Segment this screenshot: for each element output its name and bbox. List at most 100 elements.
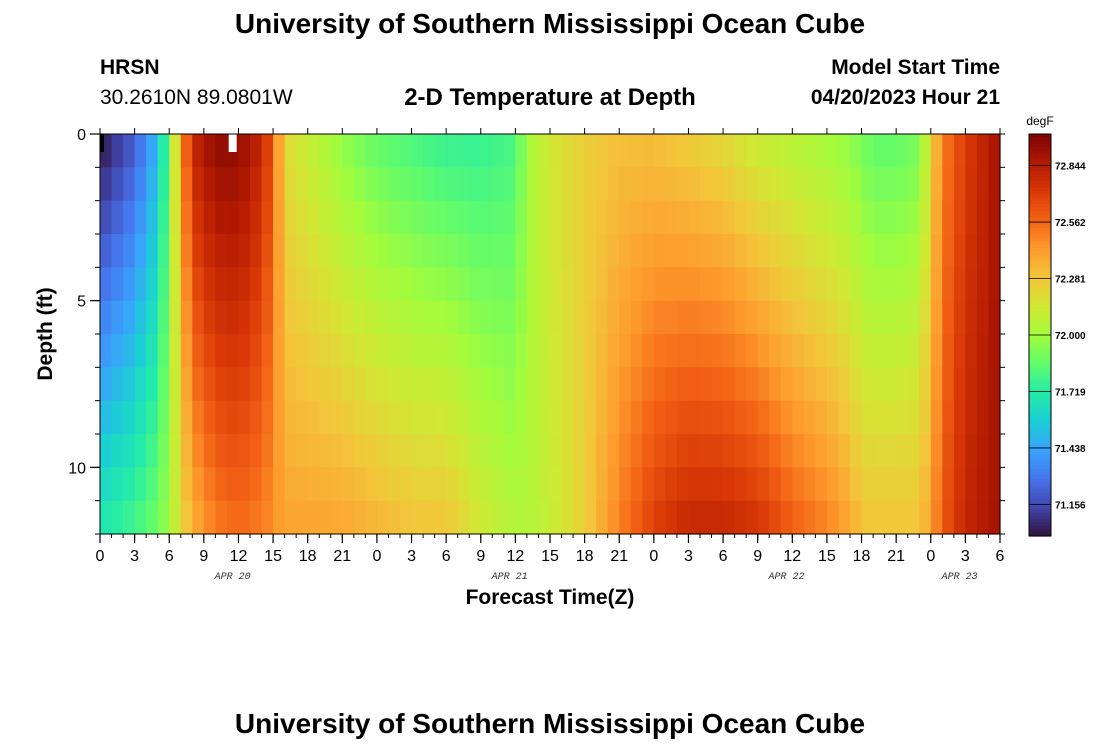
heatmap-cell bbox=[446, 167, 459, 202]
heatmap-cell bbox=[180, 467, 193, 502]
heatmap-cell bbox=[388, 367, 401, 402]
heatmap-cell bbox=[365, 167, 378, 202]
heatmap-cell bbox=[111, 334, 124, 368]
colorbar-segment bbox=[1029, 469, 1051, 473]
heatmap-cell bbox=[584, 400, 597, 435]
heatmap-cell bbox=[146, 334, 159, 368]
x-tick-label: 12 bbox=[783, 548, 801, 565]
heatmap-cell bbox=[561, 267, 574, 302]
heatmap-cell bbox=[676, 334, 690, 368]
colorbar-segment bbox=[1029, 264, 1051, 269]
heatmap-cell bbox=[238, 500, 251, 535]
colorbar-segment bbox=[1029, 489, 1051, 494]
heatmap-cell bbox=[157, 400, 170, 435]
heatmap-cell bbox=[988, 400, 1001, 435]
colorbar-segment bbox=[1029, 134, 1051, 138]
heatmap-cell bbox=[492, 434, 505, 468]
heatmap-cell bbox=[411, 434, 424, 468]
heatmap-cell bbox=[596, 267, 609, 302]
colorbar-segment bbox=[1029, 422, 1051, 427]
heatmap-cell bbox=[457, 334, 470, 368]
heatmap-cell bbox=[965, 267, 978, 302]
heatmap-cell bbox=[123, 134, 136, 168]
heatmap-cell bbox=[284, 134, 297, 168]
heatmap-cell bbox=[284, 467, 297, 502]
heatmap-cell bbox=[953, 300, 966, 335]
heatmap-cell bbox=[538, 267, 551, 302]
heatmap-cell bbox=[873, 367, 886, 402]
heatmap-cell bbox=[792, 300, 805, 335]
heatmap-cell bbox=[711, 200, 724, 235]
heatmap-cell bbox=[226, 400, 240, 435]
heatmap-cell bbox=[365, 367, 378, 402]
heatmap-cell bbox=[711, 167, 724, 202]
heatmap-cell bbox=[976, 267, 990, 302]
heatmap-cell bbox=[365, 400, 378, 435]
heatmap-cell bbox=[261, 234, 274, 268]
heatmap-cell bbox=[803, 134, 816, 168]
heatmap-cell bbox=[688, 167, 701, 202]
heatmap-cell bbox=[330, 300, 343, 335]
heatmap-cell bbox=[861, 234, 874, 268]
heatmap-cell bbox=[353, 400, 366, 435]
heatmap-cell bbox=[653, 134, 666, 168]
heatmap-cell bbox=[526, 434, 540, 468]
heatmap-cell bbox=[850, 167, 863, 202]
heatmap-cell bbox=[457, 167, 470, 202]
heatmap-cell bbox=[746, 167, 759, 202]
heatmap-cell bbox=[942, 500, 955, 535]
heatmap-cell bbox=[203, 300, 216, 335]
heatmap-cell bbox=[423, 300, 436, 335]
heatmap-cell bbox=[353, 267, 366, 302]
heatmap-cell bbox=[896, 200, 909, 235]
heatmap-cell bbox=[411, 334, 424, 368]
heatmap-cell bbox=[273, 134, 286, 168]
heatmap-cell bbox=[526, 134, 540, 168]
heatmap-cell bbox=[192, 467, 205, 502]
colorbar-segment bbox=[1029, 458, 1051, 463]
heatmap-cell bbox=[976, 400, 990, 435]
heatmap-cell bbox=[146, 467, 159, 502]
heatmap-cell bbox=[146, 167, 159, 202]
heatmap-cell bbox=[123, 167, 136, 202]
heatmap-cell bbox=[653, 467, 666, 502]
heatmap-cell bbox=[607, 400, 620, 435]
colorbar-tick-label: 71.156 bbox=[1055, 501, 1086, 512]
heatmap-cell bbox=[976, 434, 990, 468]
heatmap-cell bbox=[169, 400, 182, 435]
heatmap-cell bbox=[284, 167, 297, 202]
heatmap-cell bbox=[780, 500, 793, 535]
heatmap-cell bbox=[365, 300, 378, 335]
heatmap-cell bbox=[192, 500, 205, 535]
heatmap-cell bbox=[861, 334, 874, 368]
heatmap-cell bbox=[538, 234, 551, 268]
colorbar-segment bbox=[1029, 331, 1051, 336]
heatmap-cell bbox=[665, 300, 678, 335]
heatmap-cell bbox=[734, 167, 747, 202]
chart-subtitle: 2-D Temperature at Depth bbox=[404, 84, 696, 111]
heatmap-cell bbox=[665, 267, 678, 302]
heatmap-cell bbox=[376, 167, 390, 202]
heatmap-cell bbox=[861, 300, 874, 335]
heatmap-cell bbox=[123, 334, 136, 368]
x-tick-label: 0 bbox=[372, 548, 381, 565]
heatmap-cell bbox=[469, 200, 482, 235]
temperature-depth-chart: 0 3 6 9 12 15 18 21 0 3 6 9 12 15 18 21 0 3 6 9 12 15 18 21 0 3 6 A… bbox=[34, 114, 1086, 609]
heatmap-cell bbox=[226, 334, 240, 368]
heatmap-cell bbox=[607, 134, 620, 168]
heatmap-cell bbox=[930, 367, 943, 402]
colorbar-segment bbox=[1029, 341, 1051, 346]
heatmap-cell bbox=[134, 400, 147, 435]
colorbar-segment bbox=[1029, 298, 1051, 303]
colorbar-segment bbox=[1029, 324, 1051, 329]
heatmap-cell bbox=[123, 367, 136, 402]
colorbar-segment bbox=[1029, 378, 1051, 383]
colorbar-segment bbox=[1029, 388, 1051, 393]
heatmap-cell bbox=[653, 167, 666, 202]
heatmap-cell bbox=[238, 134, 251, 168]
heatmap-cell bbox=[769, 267, 782, 302]
heatmap-cell bbox=[919, 400, 932, 435]
heatmap-cell bbox=[665, 367, 678, 402]
heatmap-cell bbox=[861, 467, 874, 502]
heatmap-cell bbox=[492, 334, 505, 368]
